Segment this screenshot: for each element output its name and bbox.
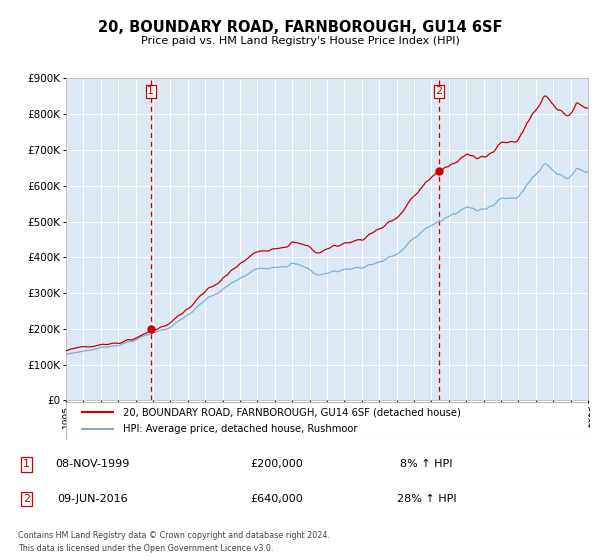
Text: 8% ↑ HPI: 8% ↑ HPI xyxy=(400,459,453,469)
Text: 1: 1 xyxy=(147,86,154,96)
Text: 09-JUN-2016: 09-JUN-2016 xyxy=(58,494,128,504)
Text: 08-NOV-1999: 08-NOV-1999 xyxy=(55,459,130,469)
Text: Contains HM Land Registry data © Crown copyright and database right 2024.: Contains HM Land Registry data © Crown c… xyxy=(18,531,330,540)
Text: 1: 1 xyxy=(23,459,30,469)
Text: 2: 2 xyxy=(436,86,443,96)
Text: 28% ↑ HPI: 28% ↑ HPI xyxy=(397,494,457,504)
Text: 2: 2 xyxy=(23,494,30,504)
Text: 20, BOUNDARY ROAD, FARNBOROUGH, GU14 6SF: 20, BOUNDARY ROAD, FARNBOROUGH, GU14 6SF xyxy=(98,20,502,35)
Text: £640,000: £640,000 xyxy=(251,494,304,504)
FancyBboxPatch shape xyxy=(66,402,588,440)
Text: Price paid vs. HM Land Registry's House Price Index (HPI): Price paid vs. HM Land Registry's House … xyxy=(140,36,460,46)
Text: This data is licensed under the Open Government Licence v3.0.: This data is licensed under the Open Gov… xyxy=(18,544,274,553)
Text: 20, BOUNDARY ROAD, FARNBOROUGH, GU14 6SF (detached house): 20, BOUNDARY ROAD, FARNBOROUGH, GU14 6SF… xyxy=(124,407,461,417)
Text: HPI: Average price, detached house, Rushmoor: HPI: Average price, detached house, Rush… xyxy=(124,424,358,434)
Text: £200,000: £200,000 xyxy=(251,459,304,469)
